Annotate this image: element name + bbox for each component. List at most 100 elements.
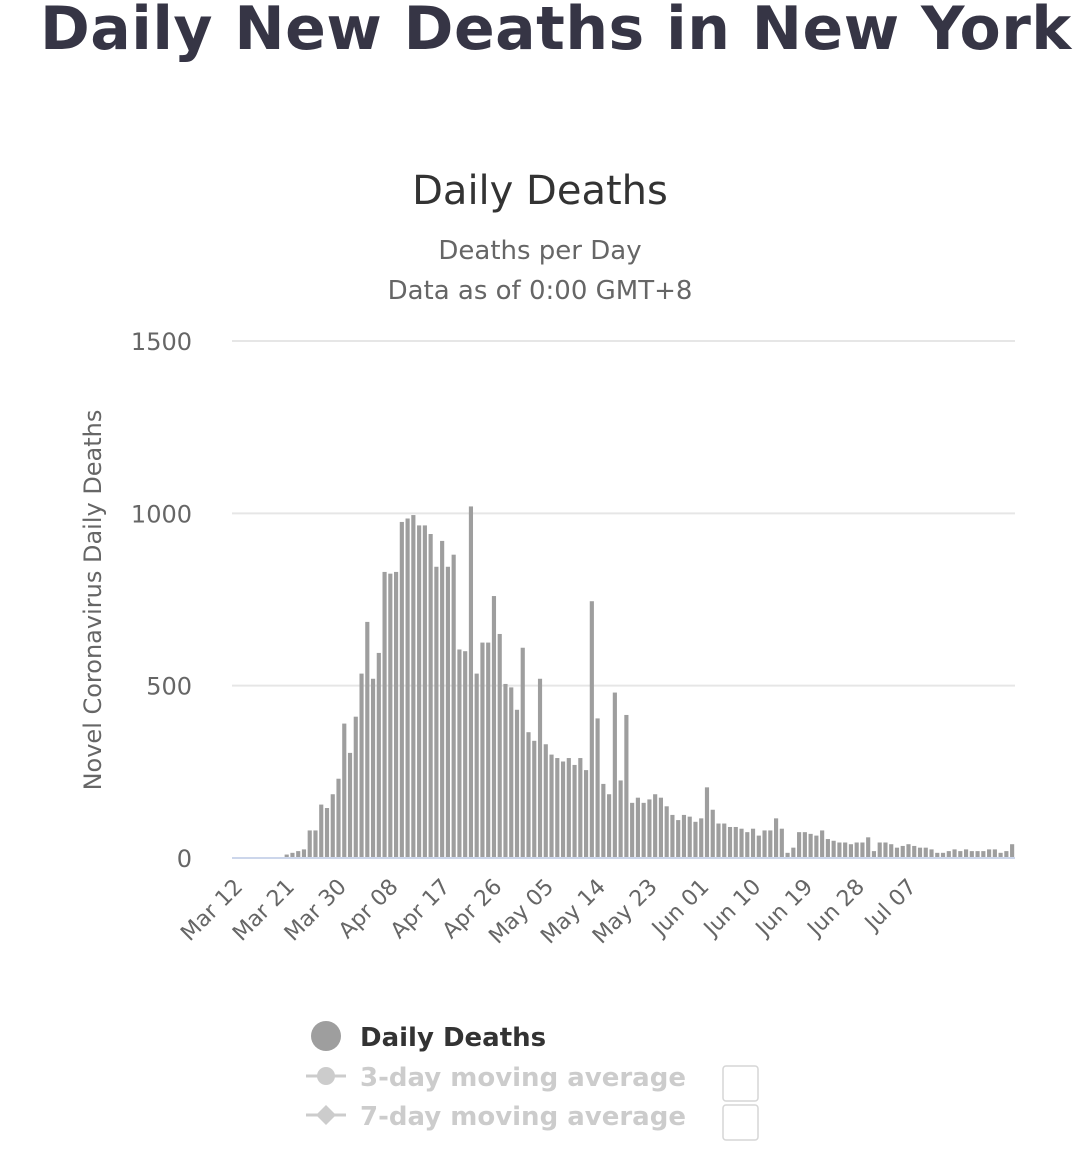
- bar-day-68[interactable]: [624, 714, 629, 858]
- bar-day-84[interactable]: [716, 823, 721, 858]
- bar-day-79[interactable]: [687, 816, 692, 858]
- bar-day-57[interactable]: [560, 761, 566, 858]
- bar-day-81[interactable]: [699, 818, 704, 858]
- bar-day-14[interactable]: [313, 830, 318, 858]
- bar-day-94[interactable]: [774, 818, 779, 858]
- bar-day-131[interactable]: [987, 849, 992, 858]
- bar-day-83[interactable]: [710, 809, 715, 858]
- bar-day-27[interactable]: [388, 573, 393, 858]
- bar-day-20[interactable]: [347, 752, 353, 858]
- bar-day-76[interactable]: [670, 814, 675, 858]
- bar-day-19[interactable]: [342, 723, 347, 858]
- bar-day-103[interactable]: [825, 839, 830, 858]
- bar-day-106[interactable]: [843, 842, 848, 858]
- bar-day-99[interactable]: [802, 832, 807, 858]
- bar-day-34[interactable]: [428, 534, 433, 858]
- legend-item-3-day-moving-average[interactable]: 3-day moving average: [306, 1063, 686, 1093]
- bar-day-39[interactable]: [457, 649, 462, 858]
- bar-day-85[interactable]: [722, 823, 727, 858]
- bar-day-63[interactable]: [595, 718, 600, 858]
- bar-day-111[interactable]: [871, 851, 877, 858]
- bar-day-53[interactable]: [537, 678, 543, 858]
- bar-day-80[interactable]: [693, 821, 698, 858]
- bar-day-58[interactable]: [566, 758, 571, 858]
- bar-day-30[interactable]: [405, 518, 410, 859]
- legend-item-daily-deaths[interactable]: Daily Deaths: [311, 1021, 546, 1053]
- bar-day-64[interactable]: [601, 783, 606, 858]
- bar-day-130[interactable]: [981, 851, 986, 858]
- bar-day-125[interactable]: [952, 849, 957, 858]
- bar-day-133[interactable]: [998, 852, 1003, 858]
- bar-day-26[interactable]: [382, 571, 387, 858]
- bar-day-66[interactable]: [612, 692, 617, 858]
- bar-day-132[interactable]: [992, 849, 997, 858]
- bar-day-21[interactable]: [353, 716, 358, 858]
- bar-day-129[interactable]: [975, 851, 980, 858]
- bar-day-46[interactable]: [497, 633, 502, 858]
- bar-day-128[interactable]: [969, 851, 974, 858]
- bar-day-45[interactable]: [491, 596, 497, 858]
- bar-day-50[interactable]: [520, 647, 525, 858]
- bar-day-101[interactable]: [814, 835, 819, 858]
- bar-day-115[interactable]: [894, 847, 900, 858]
- bar-day-61[interactable]: [584, 770, 589, 858]
- bar-day-28[interactable]: [394, 571, 399, 858]
- bar-day-121[interactable]: [929, 849, 934, 858]
- bar-day-110[interactable]: [866, 837, 871, 858]
- bar-day-95[interactable]: [779, 828, 784, 858]
- bar-day-124[interactable]: [946, 851, 951, 858]
- bar-day-47[interactable]: [503, 683, 508, 858]
- bar-day-78[interactable]: [681, 814, 687, 858]
- bar-day-116[interactable]: [900, 845, 905, 858]
- bar-day-55[interactable]: [549, 754, 554, 858]
- bar-day-107[interactable]: [848, 844, 853, 858]
- bar-day-113[interactable]: [883, 842, 888, 858]
- legend-checkbox-7-day[interactable]: [722, 1104, 759, 1141]
- bar-day-117[interactable]: [906, 844, 911, 858]
- bar-day-43[interactable]: [480, 642, 485, 858]
- bar-day-54[interactable]: [543, 744, 548, 858]
- bar-day-23[interactable]: [365, 621, 370, 858]
- bar-day-104[interactable]: [831, 840, 836, 858]
- bar-day-13[interactable]: [307, 830, 312, 858]
- bar-day-123[interactable]: [940, 852, 946, 858]
- bar-day-82[interactable]: [704, 787, 710, 858]
- bar-day-49[interactable]: [514, 709, 520, 858]
- bar-day-65[interactable]: [607, 794, 612, 858]
- bar-day-126[interactable]: [958, 851, 963, 858]
- bar-day-90[interactable]: [750, 828, 756, 858]
- bar-day-134[interactable]: [1004, 851, 1009, 858]
- bar-day-18[interactable]: [336, 778, 341, 858]
- bar-day-91[interactable]: [756, 835, 761, 858]
- bar-day-40[interactable]: [463, 651, 468, 858]
- bar-day-31[interactable]: [411, 515, 416, 858]
- bar-day-87[interactable]: [733, 826, 738, 858]
- bar-day-74[interactable]: [658, 797, 663, 858]
- bar-day-112[interactable]: [877, 842, 882, 858]
- bar-day-17[interactable]: [330, 794, 335, 858]
- bar-day-86[interactable]: [727, 826, 733, 858]
- bar-day-60[interactable]: [578, 758, 583, 858]
- bar-day-71[interactable]: [641, 802, 646, 858]
- bar-series-daily-deaths[interactable]: [284, 506, 1015, 859]
- bar-day-16[interactable]: [324, 808, 330, 858]
- bar-day-11[interactable]: [296, 851, 301, 858]
- bar-day-36[interactable]: [440, 540, 445, 858]
- bar-day-42[interactable]: [474, 673, 479, 858]
- bar-day-32[interactable]: [417, 525, 422, 858]
- bar-day-56[interactable]: [555, 758, 560, 858]
- bar-day-93[interactable]: [768, 830, 773, 858]
- bar-day-48[interactable]: [509, 687, 514, 858]
- bar-day-100[interactable]: [808, 833, 813, 858]
- bar-day-69[interactable]: [630, 802, 635, 858]
- bar-day-70[interactable]: [635, 797, 640, 858]
- bar-day-120[interactable]: [923, 847, 928, 858]
- bar-day-41[interactable]: [468, 506, 474, 858]
- bar-day-114[interactable]: [889, 844, 894, 858]
- bar-day-37[interactable]: [445, 566, 450, 858]
- bar-day-98[interactable]: [797, 832, 802, 858]
- bar-day-77[interactable]: [676, 820, 681, 858]
- bar-day-118[interactable]: [912, 845, 917, 858]
- legend-checkbox-3-day[interactable]: [722, 1065, 759, 1102]
- bar-day-73[interactable]: [653, 794, 658, 858]
